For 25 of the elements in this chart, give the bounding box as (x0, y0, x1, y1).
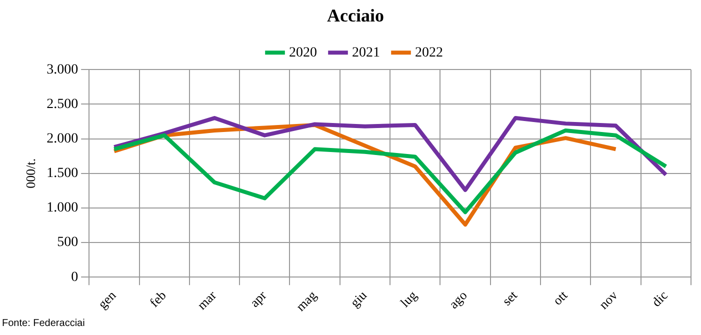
y-tick-label: 2.500 (46, 96, 78, 112)
y-tick-label: 2.000 (46, 131, 78, 146)
y-tick-label: 3.000 (46, 62, 78, 78)
legend-label: 2022 (415, 45, 443, 60)
x-tick-label: dic (648, 287, 671, 310)
x-tick-label: mar (194, 287, 220, 312)
x-tick-label: nov (596, 287, 621, 312)
y-tick-label: 500 (57, 235, 78, 250)
source-note: Fonte: Federacciai (2, 318, 85, 329)
x-tick-label: ago (446, 288, 470, 312)
y-tick-label: 1.500 (46, 166, 78, 182)
x-tick-label: lug (397, 287, 420, 310)
x-tick-label: giu (347, 287, 370, 310)
x-tick-label: gen (94, 287, 120, 312)
chart-title: Acciaio (327, 5, 384, 26)
y-axis-title: 000/t. (23, 158, 38, 188)
x-tick-label: feb (146, 288, 169, 310)
legend-label: 2020 (289, 45, 317, 60)
x-tick-label: mag (292, 287, 320, 314)
x-tick-label: set (499, 287, 520, 308)
x-tick-label: apr (246, 287, 270, 310)
y-tick-label: 1.000 (46, 200, 78, 216)
x-tick-label: ott (550, 287, 570, 308)
y-tick-label: 0 (71, 270, 78, 285)
legend-label: 2021 (352, 45, 380, 60)
